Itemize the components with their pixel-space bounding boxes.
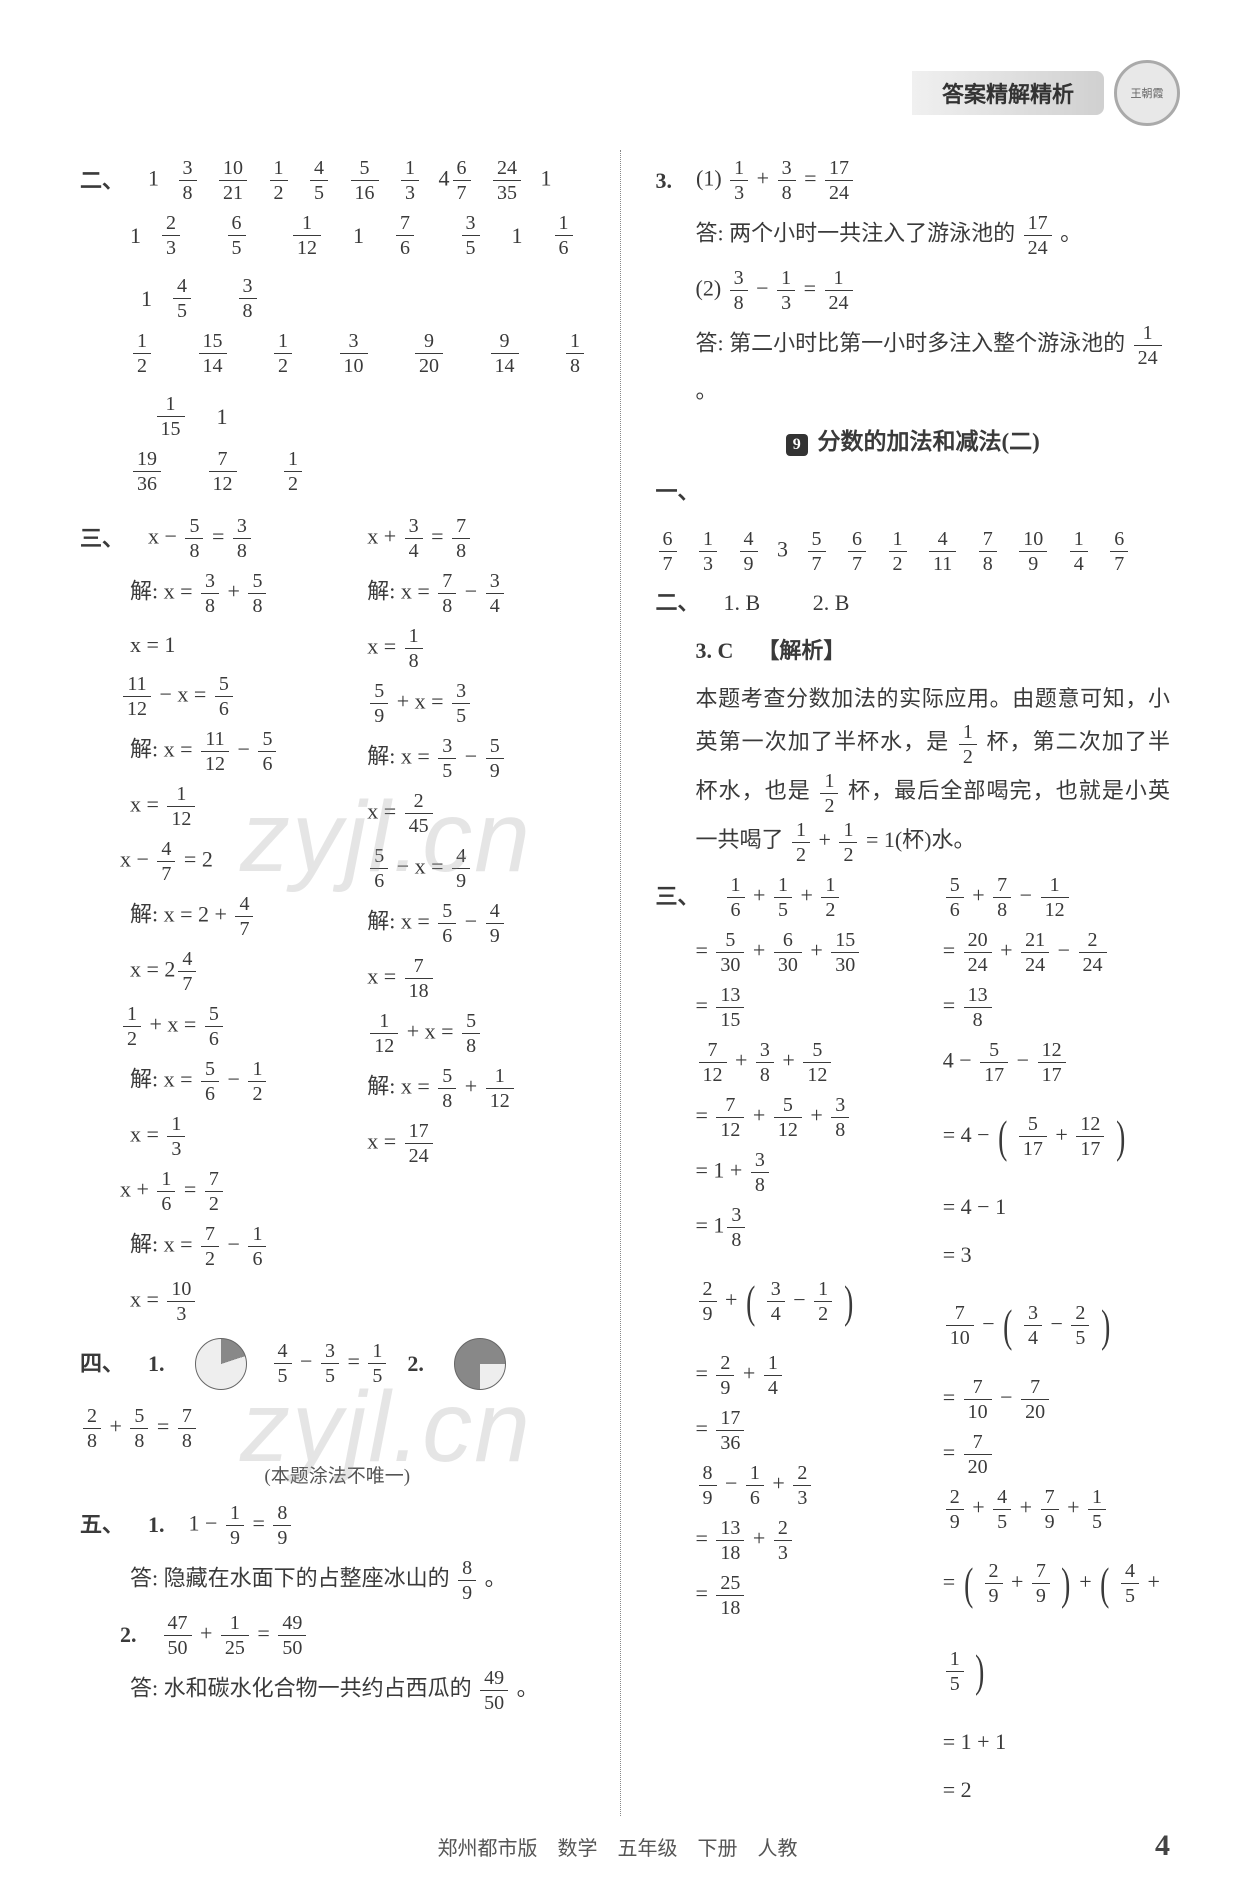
p3-label: 3. [656, 160, 673, 202]
sec4-2-label: 2. [407, 1343, 424, 1385]
r-sec1: 一、 67 13 49 3 57 67 12 411 78 109 14 67 [656, 471, 1171, 576]
sec2-row1: 二、 1 38 1021 12 45 516 13 467 2435 1 [80, 156, 595, 205]
page-footer: 郑州都市版 数学 五年级 下册 人教 4 [80, 1829, 1170, 1863]
sec2-row2: 123 65 112 1 76 35 1 16 145 38 [80, 211, 595, 323]
sec5-2-ans: 答: 水和碳水化合物一共约占西瓜的 4950 。 [130, 1666, 539, 1715]
sec5-label: 五、 [80, 1504, 124, 1546]
section-num-icon: 9 [786, 434, 808, 456]
analysis-tag: 【解析】 [757, 630, 845, 672]
page-header: 答案精解精析 王朝霞 [912, 60, 1180, 126]
main-content: 二、 1 38 1021 12 45 516 13 467 2435 1 123… [80, 150, 1170, 1816]
sec4-1-label: 1. [148, 1343, 165, 1385]
footer-text: 郑州都市版 数学 五年级 下册 人教 [438, 1832, 798, 1861]
pie-icon-1 [195, 1338, 247, 1390]
sec4: 四、 1. 45 − 35 = 15 2. 28 + 58 = 78 [80, 1338, 595, 1453]
sec2-row3: 12 1514 12 310 920 914 18 115 1 [80, 329, 595, 441]
pie-icon-2 [454, 1338, 506, 1390]
section-title-text: 分数的加法和减法(二) [817, 429, 1039, 454]
sec5-1-label: 1. [148, 1504, 165, 1546]
sec3-equations: 三、x − 58 = 38 解: x = 38 + 58 x = 1 1112 … [80, 508, 595, 1332]
brand-logo: 王朝霞 [1114, 60, 1180, 126]
r-sec3: 三、16 + 15 + 12 = 530 + 630 + 1530 = 1315… [656, 867, 1171, 1817]
r-sec1-label: 一、 [656, 471, 700, 513]
r-sec2-1: 1. B [724, 582, 761, 624]
sec4-note: (本题涂法不唯一) [80, 1459, 595, 1495]
r-sec2-3-label: 3. C [696, 630, 734, 672]
sec5-1-ans: 答: 隐藏在水面下的占整座冰山的 89 。 [130, 1556, 507, 1605]
left-column: 二、 1 38 1021 12 45 516 13 467 2435 1 123… [80, 150, 621, 1816]
sec4-label: 四、 [80, 1343, 124, 1385]
sec5-1: 五、 1. 1 − 19 = 89 [80, 1501, 595, 1550]
section-title: 9 分数的加法和减法(二) [656, 420, 1171, 464]
p3-2-ans: 答: 第二小时比第一小时多注入整个游泳池的 124 。 [696, 321, 1171, 412]
sec2-label: 二、 [80, 160, 124, 202]
page-number: 4 [1155, 1829, 1170, 1863]
analysis-text: 本题考查分数加法的实际应用。由题意可知，小英第一次加了半杯水，是 12 杯，第二… [656, 678, 1171, 867]
sec2-row4: 1936 712 12 [80, 447, 595, 496]
p3-1-ans: 答: 两个小时一共注入了游泳池的 1724 。 [696, 211, 1083, 260]
r-sec2-label: 二、 [656, 582, 700, 624]
r-sec2-2: 2. B [813, 582, 850, 624]
header-title: 答案精解精析 [912, 71, 1104, 115]
sec3-label: 三、 [80, 518, 124, 560]
sec5-2-label: 2. [120, 1614, 137, 1656]
right-column: 3. (1) 13 + 38 = 1724 答: 两个小时一共注入了游泳池的 1… [651, 150, 1171, 1816]
r-sec3-label: 三、 [656, 876, 700, 918]
